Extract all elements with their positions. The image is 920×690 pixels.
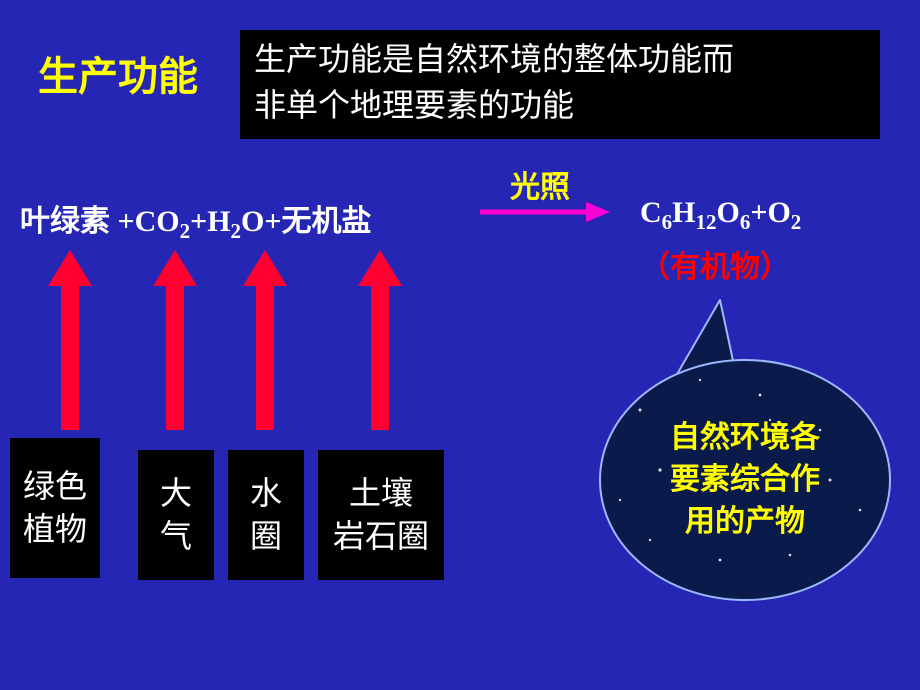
- bubble-text: 自然环境各要素综合作用的产物: [600, 360, 890, 600]
